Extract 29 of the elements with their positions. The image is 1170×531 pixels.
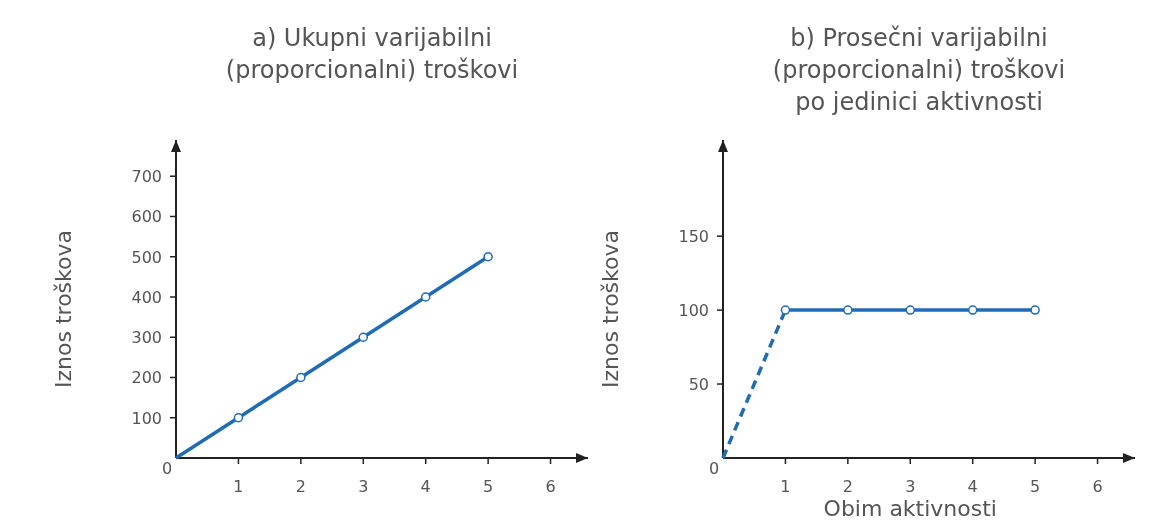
x-tick-label: 6: [1092, 477, 1103, 496]
chart-title: b) Prosečni varijabilni (proporcionalni) troškovi po jedinici aktivnosti: [772, 24, 1066, 116]
text: 0: [708, 459, 720, 478]
y-axis-title: Iznos troškova: [598, 230, 623, 388]
y-tick-label: 100: [678, 301, 709, 321]
x-tick-label: 6: [545, 477, 556, 496]
y-tick-label: 400: [131, 287, 162, 307]
x-tick-label: 1: [780, 477, 791, 496]
y-tick-label: 50: [688, 375, 709, 395]
y-tick-label: 700: [131, 167, 162, 187]
y-tick-label: 100: [131, 408, 162, 428]
x-tick-label: 1: [233, 477, 244, 496]
x-tick-label: 3: [358, 477, 369, 496]
x-tick-label: 2: [295, 477, 306, 496]
x-tick-label: 4: [967, 477, 978, 496]
x-tick-label: 2: [842, 477, 853, 496]
y-tick-label: 200: [131, 368, 162, 388]
x-axis-title: Obim aktivnosti: [823, 496, 997, 521]
text: 0: [161, 459, 173, 478]
y-tick-label: 600: [131, 207, 162, 227]
x-tick-label: 3: [905, 477, 916, 496]
y-tick-label: 500: [131, 247, 162, 267]
x-tick-label: 5: [1030, 477, 1041, 496]
y-axis-title: Iznos troškova: [51, 230, 76, 388]
y-tick-label: 300: [131, 328, 162, 348]
x-tick-label: 5: [483, 477, 494, 496]
y-tick-label: 150: [678, 227, 709, 247]
chart-title: a) Ukupni varijabilni (proporcionalni) troškovi: [225, 24, 519, 84]
x-tick-label: 4: [420, 477, 431, 496]
